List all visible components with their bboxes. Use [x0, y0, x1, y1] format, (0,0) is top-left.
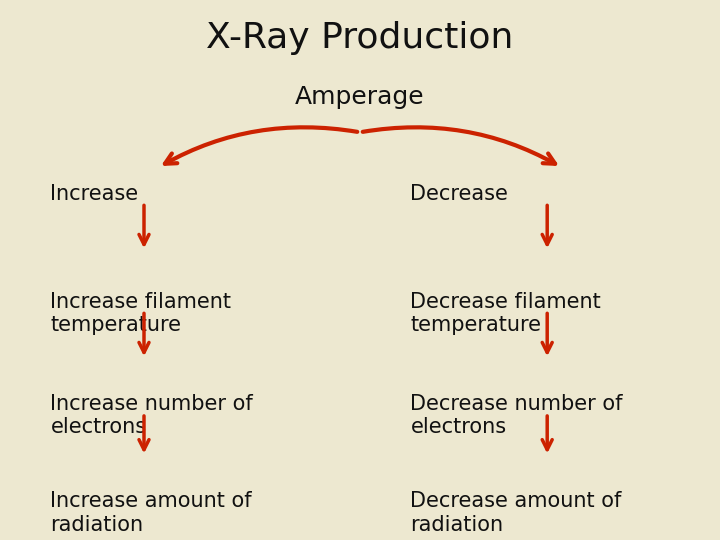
Text: Increase number of
electrons: Increase number of electrons	[50, 394, 253, 437]
Text: Amperage: Amperage	[295, 85, 425, 109]
Text: X-Ray Production: X-Ray Production	[207, 21, 513, 55]
Text: Decrease amount of
radiation: Decrease amount of radiation	[410, 491, 622, 535]
Text: Decrease number of
electrons: Decrease number of electrons	[410, 394, 623, 437]
Text: Increase amount of
radiation: Increase amount of radiation	[50, 491, 252, 535]
Text: Increase: Increase	[50, 184, 138, 204]
Text: Decrease filament
temperature: Decrease filament temperature	[410, 292, 601, 335]
Text: Decrease: Decrease	[410, 184, 508, 204]
Text: Increase filament
temperature: Increase filament temperature	[50, 292, 231, 335]
